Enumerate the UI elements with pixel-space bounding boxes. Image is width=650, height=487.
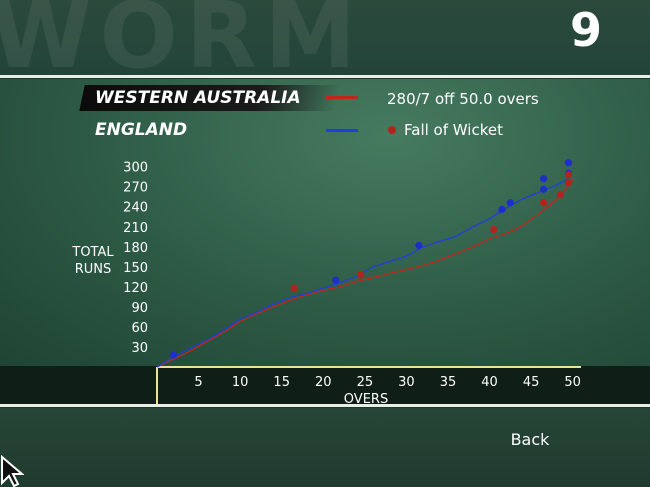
y-axis-title: TOTAL [71, 245, 114, 260]
x-tick-label: 15 [273, 375, 290, 390]
fall-of-wicket-point [564, 171, 573, 179]
pointer-cursor-icon [0, 455, 24, 487]
team1-label: WESTERN AUSTRALIA [95, 88, 301, 108]
y-tick-label: 60 [131, 321, 148, 336]
header-band: WORM 9 [0, 0, 650, 89]
series-line [156, 179, 574, 368]
legend-fow-dot [388, 126, 396, 134]
x-axis-title: OVERS [344, 392, 388, 407]
y-tick-label: 90 [131, 301, 148, 316]
x-tick-label: 50 [564, 375, 581, 390]
team2-label: ENGLAND [95, 120, 188, 140]
fall-of-wicket-point [539, 175, 548, 183]
fall-of-wicket-point [556, 191, 564, 199]
x-tick-label: 35 [440, 375, 457, 390]
fall-of-wicket-point [506, 199, 514, 207]
legend-team2-line [326, 129, 358, 132]
fall-of-wicket-point [539, 199, 548, 207]
fall-of-wicket-point [170, 351, 178, 359]
x-tick-label: 45 [523, 375, 540, 390]
fall-of-wicket-point [564, 179, 573, 187]
fall-of-wicket-point [415, 241, 423, 250]
fall-of-wicket-point [539, 185, 548, 193]
x-tick-label: 20 [315, 375, 332, 390]
legend-team1-line [326, 96, 358, 99]
fall-of-wicket-point [357, 271, 365, 279]
y-tick-label: 240 [123, 201, 148, 216]
y-tick-label: 210 [123, 221, 148, 236]
y-tick-label: 30 [131, 341, 148, 356]
watermark-text: WORM [0, 0, 365, 89]
chart-panel [0, 79, 650, 366]
footer-band [0, 408, 650, 487]
legend-score-text: 280/7 off 50.0 overs [387, 90, 539, 108]
bottom-divider [0, 404, 650, 407]
y-axis-title: RUNS [75, 262, 112, 277]
legend-fow-text: Fall of Wicket [404, 121, 503, 139]
y-tick-label: 270 [123, 181, 148, 196]
x-tick-label: 30 [398, 375, 415, 390]
x-tick-label: 40 [481, 375, 498, 390]
back-button[interactable]: Back [510, 430, 550, 449]
x-tick-label: 10 [232, 375, 249, 390]
fall-of-wicket-point [290, 284, 298, 292]
fall-of-wicket-point [332, 276, 340, 284]
fall-of-wicket-point [498, 205, 506, 214]
fall-of-wicket-point [564, 159, 573, 167]
x-tick-label: 25 [357, 375, 374, 390]
top-divider [0, 75, 650, 78]
y-tick-label: 120 [123, 281, 148, 296]
y-tick-label: 150 [123, 261, 148, 276]
fall-of-wicket-point [490, 225, 498, 234]
y-tick-label: 180 [123, 241, 148, 256]
y-tick-label: 300 [123, 161, 148, 176]
x-axis-band [0, 366, 650, 404]
logo-badge: 9 [569, 3, 602, 57]
x-tick-label: 5 [194, 375, 202, 390]
